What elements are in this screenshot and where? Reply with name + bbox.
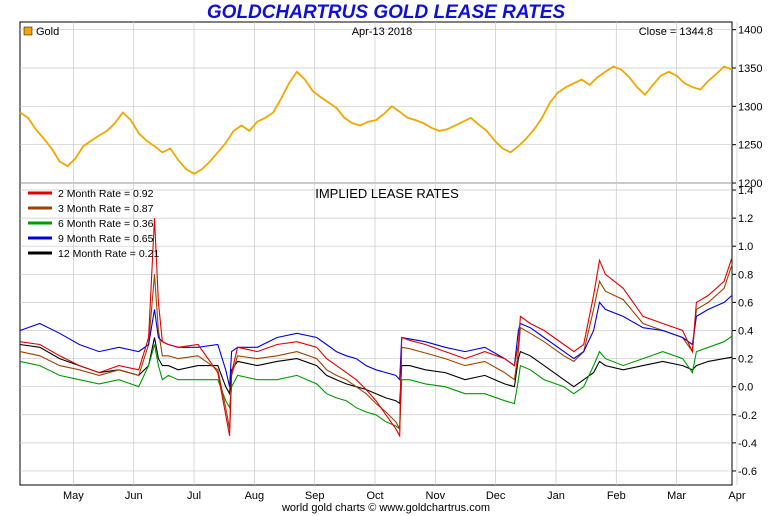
chart-title: GOLDCHARTRUS GOLD LEASE RATES xyxy=(206,2,566,23)
legend-label-6m: 6 Month Rate = 0.36 xyxy=(58,218,154,230)
x-tick-label: Sep xyxy=(305,490,325,502)
lease-y-tick-label: 0.2 xyxy=(738,354,753,366)
x-ticks: May Jun Jul Aug Sep Oct Nov Dec Jan Feb Mar Apr xyxy=(63,490,746,502)
lease-series xyxy=(19,218,733,438)
x-tick-label: Dec xyxy=(486,490,506,502)
lease-y-tick-label: 0.6 xyxy=(738,297,753,309)
gold-legend-label: Gold xyxy=(36,26,59,38)
lease-y-ticks: -0.6 -0.4 -0.2 0.0 0.2 0.4 0.6 0.8 1.0 1.2 1.4 xyxy=(732,185,757,478)
rate-9m-line xyxy=(19,294,733,387)
x-tick-label: May xyxy=(63,490,84,502)
lease-panel-frame xyxy=(19,182,733,486)
rate-6m-line xyxy=(19,335,733,430)
lease-y-tick-label: -0.6 xyxy=(738,466,757,478)
gold-y-tick-label: 1200 xyxy=(738,178,762,190)
gold-y-tick-label: 1250 xyxy=(738,140,762,152)
legend-label-9m: 9 Month Rate = 0.65 xyxy=(58,233,154,245)
gold-header-close: Close = 1344.8 xyxy=(639,26,713,38)
lease-y-tick-label: -0.2 xyxy=(738,410,757,422)
legend-label-2m: 2 Month Rate = 0.92 xyxy=(58,188,154,200)
lease-y-tick-label: 1.0 xyxy=(738,241,753,253)
x-tick-label: Aug xyxy=(245,490,265,502)
rate-2m-line xyxy=(19,218,733,438)
x-tick-label: Nov xyxy=(426,490,446,502)
x-tick-label: Jun xyxy=(125,490,143,502)
gold-y-tick-label: 1400 xyxy=(738,25,762,37)
x-tick-label: Jul xyxy=(187,490,201,502)
lease-y-tick-label: 1.2 xyxy=(738,213,753,225)
gold-y-tick-label: 1300 xyxy=(738,101,762,113)
gold-y-ticks: 1200 1250 1300 1350 1400 xyxy=(732,25,762,190)
chart-footer: world gold charts © www.goldchartrus.com xyxy=(281,502,491,514)
gold-gridlines xyxy=(20,29,732,184)
lease-legend: 2 Month Rate = 0.92 3 Month Rate = 0.87 … xyxy=(28,188,159,260)
legend-label-3m: 3 Month Rate = 0.87 xyxy=(58,203,154,215)
lease-y-tick-label: 0.0 xyxy=(738,382,753,394)
gold-header-date: Apr-13 2018 xyxy=(352,26,413,38)
x-tick-label: Jan xyxy=(547,490,565,502)
gold-legend-swatch xyxy=(23,26,33,36)
x-tick-label: Apr xyxy=(728,490,745,502)
lease-y-tick-label: 0.4 xyxy=(738,325,753,337)
gold-series xyxy=(19,65,733,175)
lease-y-tick-label: 1.4 xyxy=(738,185,753,197)
rate-3m-line xyxy=(19,264,733,431)
x-tick-label: Oct xyxy=(366,490,383,502)
x-tick-label: Feb xyxy=(607,490,626,502)
x-tick-label: Mar xyxy=(667,490,686,502)
lease-panel-title: IMPLIED LEASE RATES xyxy=(315,186,459,201)
legend-label-12m: 12 Month Rate = 0.21 xyxy=(58,248,159,260)
lease-y-tick-label: -0.4 xyxy=(738,438,757,450)
gold-panel-frame xyxy=(19,21,733,184)
x-gridlines xyxy=(73,22,738,485)
gold-y-tick-label: 1350 xyxy=(738,63,762,75)
gold-price-line xyxy=(19,65,733,175)
rate-12m-line xyxy=(19,337,733,405)
lease-y-tick-label: 0.8 xyxy=(738,269,753,281)
